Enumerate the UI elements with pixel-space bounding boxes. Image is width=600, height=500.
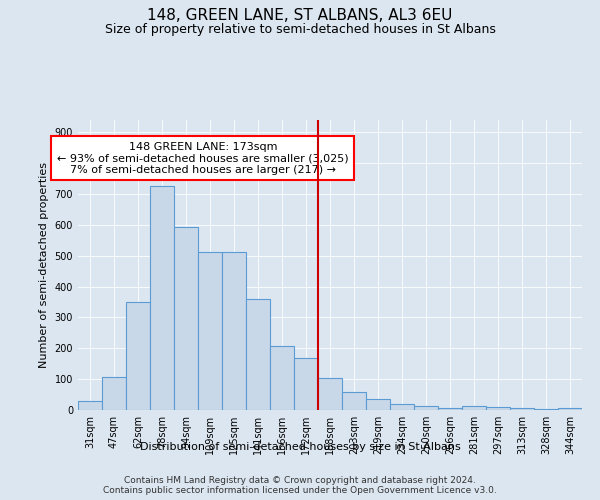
Text: Contains HM Land Registry data © Crown copyright and database right 2024.
Contai: Contains HM Land Registry data © Crown c… bbox=[103, 476, 497, 495]
Text: Size of property relative to semi-detached houses in St Albans: Size of property relative to semi-detach… bbox=[104, 22, 496, 36]
Bar bbox=[438, 408, 462, 410]
Bar bbox=[342, 392, 366, 410]
Bar bbox=[486, 406, 510, 410]
Bar bbox=[510, 408, 534, 410]
Bar bbox=[174, 227, 198, 410]
Bar bbox=[534, 409, 558, 410]
Bar bbox=[414, 406, 438, 410]
Bar bbox=[246, 299, 270, 410]
Text: 148, GREEN LANE, ST ALBANS, AL3 6EU: 148, GREEN LANE, ST ALBANS, AL3 6EU bbox=[148, 8, 452, 22]
Bar bbox=[270, 346, 294, 410]
Bar bbox=[102, 376, 126, 410]
Bar bbox=[294, 358, 318, 410]
Y-axis label: Number of semi-detached properties: Number of semi-detached properties bbox=[39, 162, 49, 368]
Bar bbox=[126, 302, 150, 410]
Bar bbox=[558, 408, 582, 410]
Bar bbox=[78, 400, 102, 410]
Text: Distribution of semi-detached houses by size in St Albans: Distribution of semi-detached houses by … bbox=[140, 442, 460, 452]
Bar bbox=[222, 252, 246, 410]
Bar bbox=[366, 399, 390, 410]
Bar bbox=[198, 252, 222, 410]
Bar bbox=[462, 406, 486, 410]
Bar bbox=[318, 378, 342, 410]
Text: 148 GREEN LANE: 173sqm
← 93% of semi-detached houses are smaller (3,025)
7% of s: 148 GREEN LANE: 173sqm ← 93% of semi-det… bbox=[57, 142, 349, 175]
Bar bbox=[390, 404, 414, 410]
Bar bbox=[150, 186, 174, 410]
